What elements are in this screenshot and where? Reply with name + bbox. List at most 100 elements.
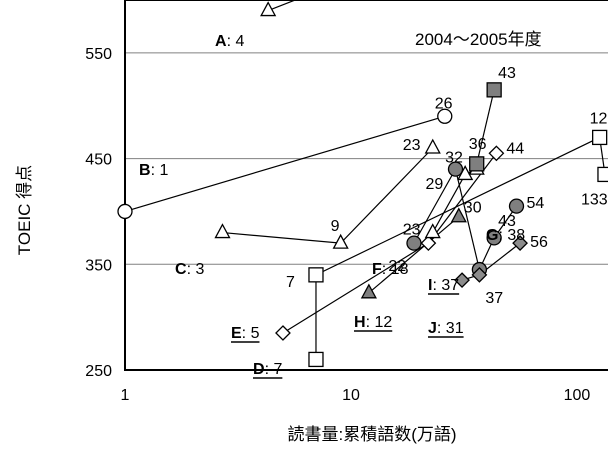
y-axis-title: TOEIC 得点	[15, 165, 34, 255]
series-count: : 5	[242, 325, 260, 342]
marker-diamond	[471, 266, 488, 283]
marker-diamond	[275, 325, 291, 341]
series-line-e	[282, 152, 497, 334]
point-label: 133	[581, 191, 608, 208]
marker-diamond	[512, 235, 528, 252]
marker-triangle	[450, 207, 467, 223]
series-count: : 1	[151, 162, 169, 179]
point-label: 54	[527, 195, 545, 212]
marker-triangle	[260, 1, 277, 17]
point-label: 26	[435, 95, 453, 112]
point-label: 37	[485, 290, 503, 307]
series-count: : 38	[498, 227, 525, 244]
x-tick-label: 1	[121, 387, 130, 404]
series-count: : 7	[265, 361, 283, 378]
marker-circle	[447, 161, 464, 177]
point-label: 22	[388, 258, 406, 275]
series-label-c: C: 3	[175, 261, 204, 278]
marker-circle	[117, 203, 133, 220]
marker-square	[308, 267, 324, 283]
series-label-h: H: 12	[354, 314, 392, 331]
point-label: 30	[464, 200, 482, 217]
y-tick-label: 350	[85, 257, 112, 274]
marker-circle	[486, 230, 502, 246]
point-label: 56	[530, 234, 548, 251]
series-letter: J	[428, 320, 437, 337]
series-label-g: G: 38	[486, 227, 525, 244]
series-lines	[124, 0, 606, 360]
series-count: : 37	[432, 277, 459, 294]
y-tick-label: 450	[85, 152, 112, 169]
marker-square	[597, 166, 608, 183]
point-label: 126	[590, 110, 608, 127]
point-label: 23	[403, 222, 421, 239]
plot-frame	[124, 0, 608, 371]
series-letter: D	[253, 361, 265, 378]
series-label-i: I: 37	[428, 277, 459, 294]
series-line-d	[315, 136, 606, 360]
point-labels: 26 9 23 7 126 133 22 44 23 32 36 43 30 29 43 54 37 56	[286, 65, 608, 307]
point-label: 36	[469, 136, 487, 153]
x-axis-title: 読書量:累積語数(万語)	[287, 425, 456, 444]
marker-square	[308, 351, 324, 368]
series-label-f: F: 18	[372, 261, 409, 278]
series-letter: G	[486, 227, 498, 244]
series-letter: I	[428, 277, 432, 294]
series-count: : 3	[187, 261, 205, 278]
series-labels: A: 4B: 1C: 3D: 7E: 5F: 18G: 38H: 12I: 37…	[139, 33, 525, 379]
point-label: 43	[498, 65, 516, 82]
series-line-b	[124, 115, 445, 213]
series-label-e: E: 5	[231, 325, 260, 342]
series-line-g	[476, 89, 495, 164]
marker-square	[486, 82, 502, 98]
point-label: 7	[286, 274, 295, 291]
series-label-d: D: 7	[253, 361, 282, 378]
point-label: 23	[403, 137, 421, 154]
chart-title: 2004〜2005年度	[415, 30, 542, 49]
series-markers	[117, 0, 608, 368]
series-line-j	[461, 242, 521, 281]
y-tick-label: 550	[85, 46, 112, 63]
marker-circle	[437, 108, 453, 124]
x-ticks: 1 10 100	[121, 387, 591, 404]
marker-diamond	[454, 272, 470, 289]
series-line-h	[368, 216, 460, 294]
series-label-b: B: 1	[139, 162, 168, 179]
series-letter: F	[372, 261, 382, 278]
point-label: 9	[331, 218, 340, 235]
series-line-a	[267, 0, 297, 12]
series-label-a: A: 4	[215, 33, 244, 50]
series-label-j: J: 31	[428, 320, 464, 337]
series-letter: C	[175, 261, 187, 278]
grid-lines	[125, 52, 608, 265]
series-count: : 12	[366, 314, 393, 331]
series-line-c	[222, 147, 434, 244]
marker-triangle	[424, 138, 441, 154]
series-letter: A	[215, 33, 227, 50]
marker-diamond	[420, 235, 437, 252]
point-label: 29	[425, 176, 443, 193]
marker-square	[469, 156, 485, 172]
series-letter: H	[354, 314, 366, 331]
point-label: 32	[445, 149, 463, 166]
y-tick-label: 250	[85, 363, 112, 380]
point-label: 43	[498, 213, 516, 230]
y-ticks: 250 350 450 550	[85, 46, 112, 380]
marker-circle	[508, 198, 525, 214]
series-letter: B	[139, 162, 151, 179]
x-tick-label: 10	[342, 387, 360, 404]
x-tick-label: 100	[564, 387, 591, 404]
series-count: : 4	[227, 33, 245, 50]
marker-circle	[406, 235, 422, 251]
marker-triangle	[360, 283, 377, 299]
marker-triangle	[424, 223, 441, 239]
marker-diamond	[488, 145, 505, 162]
point-label: 44	[506, 140, 524, 157]
series-count: : 18	[382, 261, 409, 278]
marker-triangle	[332, 233, 349, 249]
marker-triangle	[214, 223, 231, 239]
series-count: : 31	[437, 320, 464, 337]
marker-square	[592, 129, 608, 146]
series-letter: E	[231, 325, 242, 342]
